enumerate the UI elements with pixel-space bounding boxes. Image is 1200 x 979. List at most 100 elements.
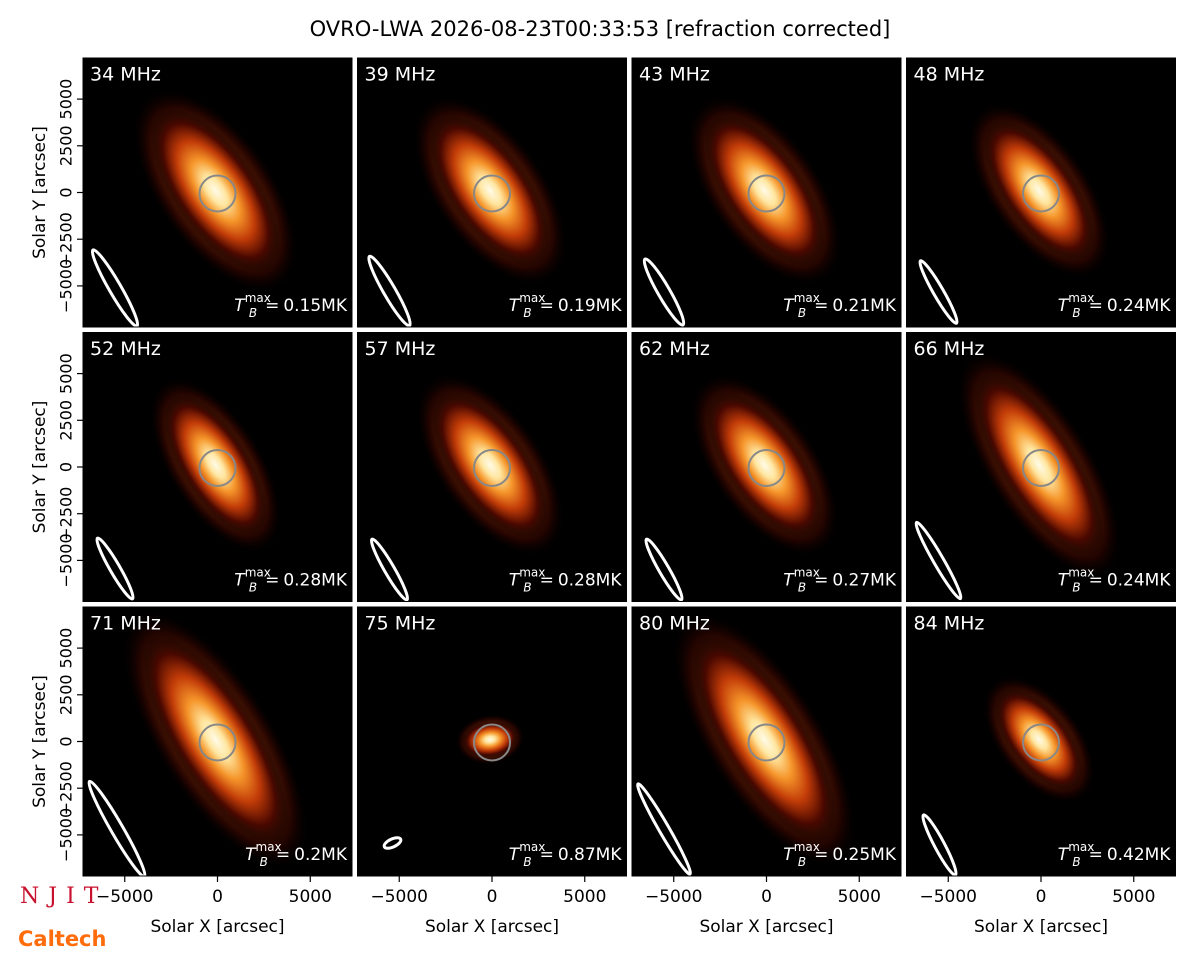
beam	[90, 248, 140, 327]
solar-disk	[1022, 723, 1060, 762]
beam	[87, 779, 147, 876]
source	[692, 636, 837, 843]
tb-part: 0.25MK	[832, 845, 897, 865]
tb-part: =	[814, 845, 828, 865]
tb-part: max	[519, 565, 545, 579]
beam	[95, 536, 135, 601]
tb-part: max	[245, 565, 271, 579]
tb-part: =	[814, 571, 828, 591]
frequency-label: 34 MHz	[90, 64, 161, 86]
tb-part: 0.28MK	[558, 571, 623, 591]
tb-part: T	[783, 845, 795, 865]
tb-part: B	[523, 306, 531, 320]
y-tick-label: −5000	[57, 533, 76, 587]
y-tick-label: 0	[57, 462, 76, 472]
tb-part: =	[540, 296, 554, 316]
y-tick-label: −2500	[57, 761, 76, 815]
y-axis-label: Solar Y [arcsec]	[30, 675, 50, 808]
solar-disk	[473, 174, 511, 213]
tb-part: max	[245, 291, 271, 305]
frequency-label: 43 MHz	[639, 64, 710, 86]
beam	[642, 257, 686, 327]
source	[995, 688, 1083, 791]
tb-max-label: Tmax B = 0.19MK	[509, 291, 623, 320]
x-tick-label: 5000	[838, 887, 881, 907]
tb-part: B	[260, 855, 268, 869]
tb-part: 0.28MK	[283, 571, 348, 591]
tb-max-label: Tmax B = 0.28MK	[509, 565, 623, 594]
source	[432, 392, 548, 538]
solar-disk	[198, 723, 237, 762]
tb-part: =	[1089, 296, 1103, 316]
tb-max-label: Tmax B = 0.28MK	[234, 565, 348, 594]
x-tick-label: 0	[487, 887, 498, 907]
beam	[918, 259, 959, 325]
source	[974, 373, 1104, 557]
tb-part: T	[1058, 571, 1070, 591]
frequency-label: 71 MHz	[90, 613, 161, 635]
tb-part: B	[798, 855, 806, 869]
frequency-label: 75 MHz	[365, 613, 436, 635]
frequency-label: 66 MHz	[914, 338, 985, 360]
tb-part: max	[794, 291, 820, 305]
y-tick-label: 2500	[57, 400, 76, 441]
frequency-label: 57 MHz	[365, 338, 436, 360]
solar-disk	[198, 449, 237, 487]
beam	[921, 813, 958, 876]
tb-part: 0.24MK	[1107, 571, 1172, 591]
tb-part: T	[509, 571, 521, 591]
tb-part: T	[1058, 296, 1070, 316]
panel	[83, 58, 352, 327]
y-tick-label: 5000	[57, 79, 76, 120]
panel	[83, 332, 352, 602]
source	[151, 109, 280, 272]
panel	[357, 332, 627, 602]
panel	[83, 607, 352, 876]
tb-part: T	[509, 296, 521, 316]
tb-part: =	[540, 845, 554, 865]
tb-max-label: Tmax B = 0.21MK	[783, 291, 897, 320]
tb-max-label: Tmax B = 0.2MK	[245, 840, 348, 869]
tb-part: B	[249, 306, 257, 320]
y-tick-label: 2500	[57, 125, 76, 166]
panel	[632, 607, 901, 876]
y-axis-label: Solar Y [arcsec]	[30, 401, 50, 534]
tb-part: max	[1068, 840, 1094, 854]
tb-max-label: Tmax B = 0.87MK	[509, 840, 623, 869]
tb-part: 0.27MK	[832, 571, 897, 591]
tb-part: max	[519, 840, 545, 854]
x-tick-label: −5000	[919, 887, 977, 907]
panel-frame	[906, 57, 1176, 328]
tb-part: B	[249, 580, 257, 594]
beam	[914, 520, 963, 601]
tb-part: max	[794, 565, 820, 579]
beam	[369, 537, 410, 602]
frequency-label: 84 MHz	[914, 613, 985, 635]
panel-frame	[631, 57, 902, 328]
tb-part: =	[265, 571, 279, 591]
tb-part: max	[1068, 291, 1094, 305]
frequency-label: 80 MHz	[639, 613, 710, 635]
y-tick-label: −2500	[57, 212, 76, 266]
x-axis-label: Solar X [arcsec]	[150, 917, 284, 937]
source	[983, 120, 1095, 261]
panel-frame	[631, 332, 902, 602]
tb-max-label: Tmax B = 0.24MK	[1058, 565, 1172, 594]
x-axis-label: Solar X [arcsec]	[974, 917, 1108, 937]
solar-disk	[473, 449, 511, 487]
y-tick-label: −5000	[57, 259, 76, 313]
solar-disk	[473, 723, 511, 762]
tb-part: =	[1089, 571, 1103, 591]
y-tick-label: 2500	[57, 674, 76, 715]
tb-part: B	[523, 580, 531, 594]
x-tick-label: 0	[1036, 887, 1047, 907]
tb-part: =	[276, 845, 290, 865]
tb-part: B	[798, 306, 806, 320]
tb-part: T	[245, 845, 257, 865]
solar-disk	[747, 723, 786, 762]
tb-part: B	[523, 855, 531, 869]
panel-frame	[906, 332, 1176, 602]
tb-part: =	[1089, 845, 1103, 865]
x-tick-label: 5000	[1112, 887, 1155, 907]
solar-disk	[747, 174, 786, 213]
